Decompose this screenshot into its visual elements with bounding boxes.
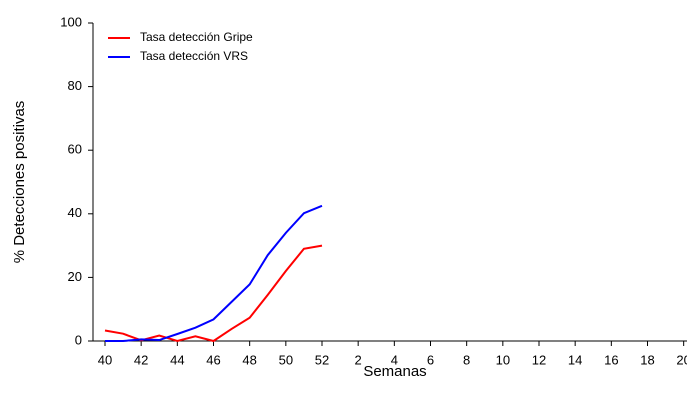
- series-line: [105, 204, 323, 342]
- y-tick-label: 40: [68, 205, 82, 220]
- y-tick-label: 80: [68, 78, 82, 93]
- x-tick-label: 52: [315, 352, 329, 367]
- x-tick-label: 16: [604, 352, 618, 367]
- y-axis-label: % Detecciones positivas: [11, 101, 28, 264]
- x-tick-label: 50: [279, 352, 293, 367]
- legend-label: Tasa detección VRS: [140, 49, 248, 63]
- x-tick-label: 40: [98, 352, 112, 367]
- x-tick-label: 18: [640, 352, 654, 367]
- x-tick-label: 42: [134, 352, 148, 367]
- x-tick-label: 20: [676, 352, 687, 367]
- y-tick-label: 60: [68, 142, 82, 157]
- x-tick-label: 46: [206, 352, 220, 367]
- x-tick-label: 48: [242, 352, 256, 367]
- y-tick-label: 20: [68, 269, 82, 284]
- series-line: [104, 244, 323, 343]
- x-tick-label: 44: [170, 352, 184, 367]
- x-tick-label: 14: [568, 352, 582, 367]
- x-tick-label: 8: [463, 352, 470, 367]
- legend-label: Tasa detección Gripe: [140, 30, 253, 44]
- y-tick-label: 0: [75, 332, 82, 347]
- x-tick-label: 12: [532, 352, 546, 367]
- x-tick-label: 6: [427, 352, 434, 367]
- y-tick-label: 100: [60, 14, 82, 29]
- x-axis-label: Semanas: [363, 363, 426, 380]
- x-tick-label: 10: [496, 352, 510, 367]
- x-tick-label: 2: [355, 352, 362, 367]
- x-tick-label: 4: [391, 352, 398, 367]
